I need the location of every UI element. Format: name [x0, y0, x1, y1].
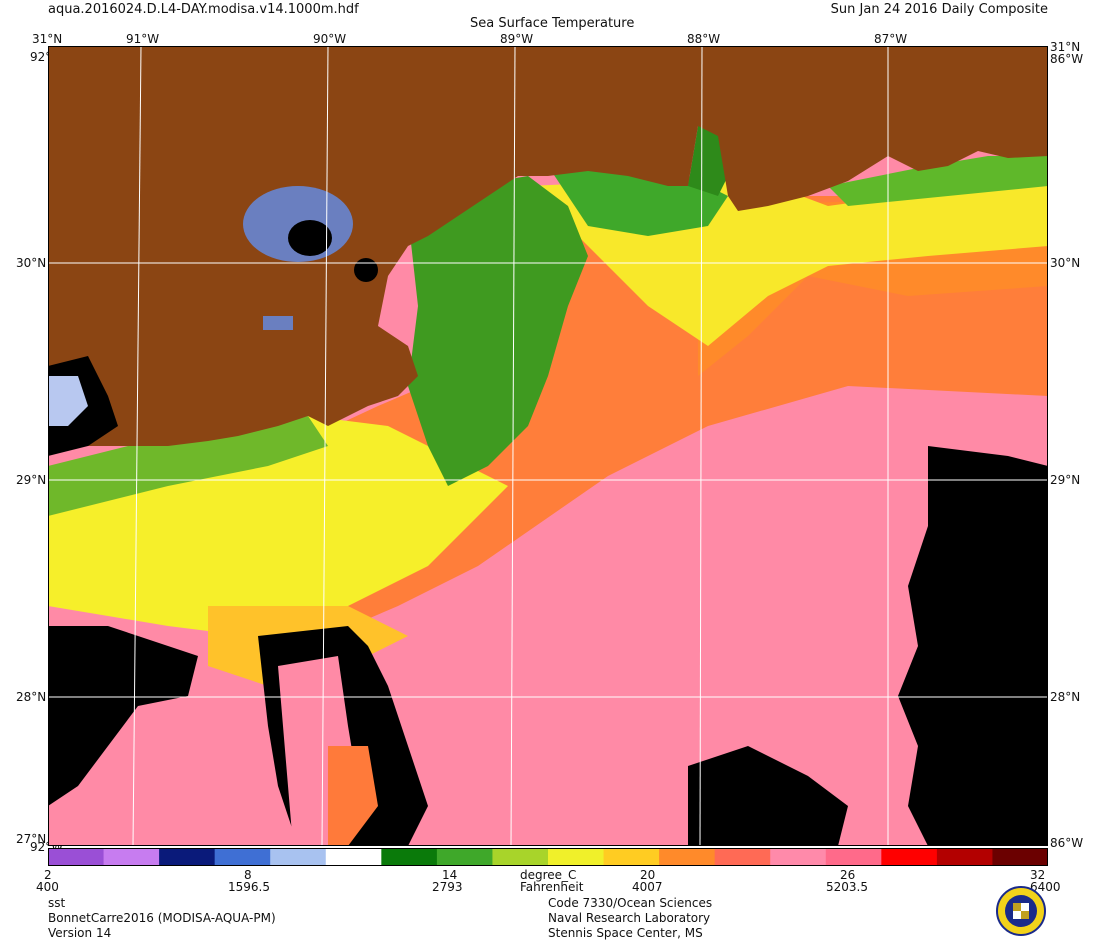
cbar-c-26: 26: [840, 868, 856, 882]
corner-lat-bottom-left: 27°N: [16, 832, 47, 846]
colorbar-segment: [436, 848, 493, 866]
green-east: [828, 156, 1048, 206]
lon-label-87w: 87°W: [874, 32, 908, 46]
small-lake: [263, 316, 293, 330]
footer-left-2: BonnetCarre2016 (MODISA-AQUA-PM): [48, 911, 276, 925]
meridian-89w: [510, 46, 516, 846]
sst-colorbar: [48, 848, 1048, 866]
cbar-c-8: 8: [244, 868, 252, 882]
corner-lat-top-right: 31°N: [1050, 40, 1081, 54]
graticule: [48, 46, 1048, 846]
cbar-f-1596: 1596.5: [228, 880, 270, 894]
green-nearshore-west: [48, 416, 328, 516]
colorbar-segment: [103, 848, 160, 866]
cbar-f-4007: 4007: [632, 880, 663, 894]
meridian-88w: [699, 46, 703, 846]
nodata-south-center: [328, 746, 378, 846]
colorbar-segment: [48, 848, 105, 866]
lake-black-core: [288, 220, 332, 256]
colorbar-segment: [381, 848, 438, 866]
footer-left-1: sst: [48, 896, 66, 910]
colorbar-segment: [770, 848, 827, 866]
cbar-f-400: 400: [36, 880, 59, 894]
lat-label-29n-left: 29°N: [16, 473, 47, 487]
lon-label-88w: 88°W: [687, 32, 721, 46]
meridian-90w: [321, 46, 329, 846]
cbar-c-20: 20: [640, 868, 656, 882]
colorbar-segment: [881, 848, 938, 866]
lon-label-91w: 91°W: [126, 32, 160, 46]
nodata-southeast-cloud: [688, 746, 848, 846]
lon-label-89w: 89°W: [500, 32, 534, 46]
map-frame: [48, 46, 1048, 846]
colorbar-segment: [936, 848, 993, 866]
lat-label-29n-right: 29°N: [1050, 473, 1081, 487]
cbar-unit-f: Fahrenheit: [520, 880, 584, 894]
colorbar-segment: [825, 848, 882, 866]
lat-label-28n-left: 28°N: [16, 690, 47, 704]
colorbar-segment: [992, 848, 1048, 866]
cbar-c-14: 14: [442, 868, 458, 882]
colorbar-segment: [270, 848, 327, 866]
nodata-southwest: [48, 626, 198, 806]
footer-right-2: Naval Research Laboratory: [548, 911, 711, 925]
composite-date: Sun Jan 24 2016 Daily Composite: [830, 2, 1048, 17]
colorbar-segment: [492, 848, 549, 866]
colorbar-segment: [325, 848, 382, 866]
lat-label-30n-left: 30°N: [16, 256, 47, 270]
nodata-east: [898, 446, 1048, 846]
footer-right-3: Stennis Space Center, MS: [548, 926, 703, 940]
colorbar-segment: [548, 848, 605, 866]
map-title: Sea Surface Temperature: [470, 16, 635, 31]
colorbar-segment: [159, 848, 216, 866]
colorbar-segment: [714, 848, 771, 866]
footer-right-1: Code 7330/Ocean Sciences: [548, 896, 713, 910]
lat-label-30n-right: 30°N: [1050, 256, 1081, 270]
nrl-seal-icon: [996, 886, 1046, 936]
colorbar-segment: [659, 848, 716, 866]
corner-lon-bottom-right: 86°W: [1050, 836, 1084, 850]
footer-left-3: Version 14: [48, 926, 112, 940]
corner-lon-top-right: 86°W: [1050, 52, 1084, 66]
cbar-c-32: 32: [1030, 868, 1046, 882]
cbar-f-6400: 6400: [1030, 880, 1061, 894]
colorbar-segment: [214, 848, 271, 866]
green-delta-plume: [408, 176, 588, 486]
west-coast-lakes: [48, 376, 88, 426]
cbar-f-2793: 2793: [432, 880, 463, 894]
file-name: aqua.2016024.D.L4-DAY.modisa.v14.1000m.h…: [48, 2, 359, 17]
land-area: [48, 46, 1048, 446]
cbar-f-5203: 5203.5: [826, 880, 868, 894]
corner-lat-top-left: 31°N: [32, 32, 63, 46]
lon-label-90w: 90°W: [313, 32, 347, 46]
meridian-91w: [132, 46, 142, 846]
lat-label-28n-right: 28°N: [1050, 690, 1081, 704]
cbar-c-2: 2: [44, 868, 52, 882]
lake-borgne: [354, 258, 378, 282]
sst-map: [48, 46, 1048, 846]
cbar-unit-c: degree_C: [520, 868, 577, 882]
colorbar-segment: [603, 848, 660, 866]
colorbar-segments: [48, 848, 1048, 866]
